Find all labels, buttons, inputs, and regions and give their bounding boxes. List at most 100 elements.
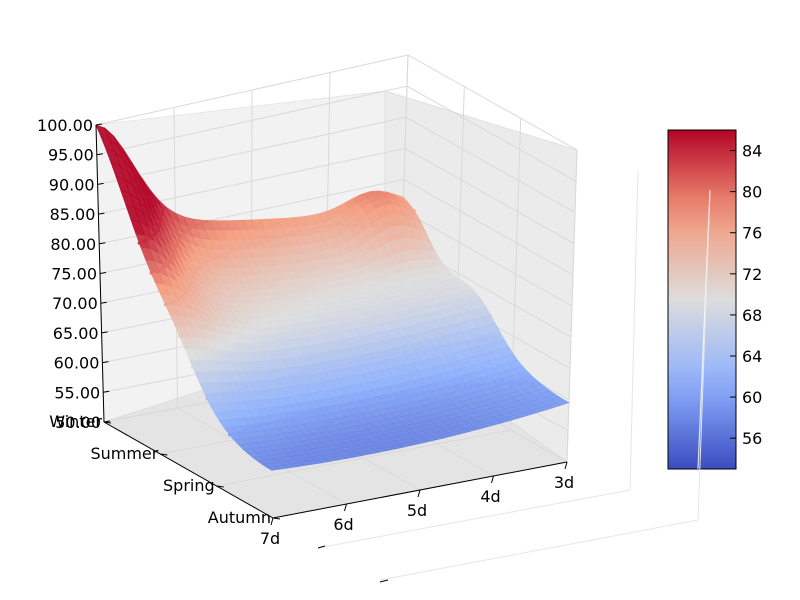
- contour-point: [462, 299, 466, 303]
- contour-point: [378, 397, 382, 401]
- contour-point: [495, 335, 499, 339]
- contour-point: [484, 337, 489, 341]
- contour-point: [355, 223, 359, 227]
- contour-point: [354, 259, 358, 263]
- contour-point: [359, 318, 363, 322]
- contour-point: [219, 393, 223, 397]
- contour-point: [319, 409, 323, 413]
- contour-point: [419, 249, 423, 253]
- contour-point: [157, 268, 162, 272]
- contour-point: [180, 233, 184, 237]
- contour-point: [161, 206, 165, 210]
- contour-point: [192, 225, 196, 229]
- surface: [95, 124, 570, 471]
- contour-point: [212, 256, 217, 260]
- contour-point: [395, 255, 399, 259]
- contour-point: [425, 389, 429, 393]
- contour-point: [369, 316, 373, 320]
- contour-point: [191, 274, 195, 279]
- contour-point: [401, 351, 405, 355]
- contour-point: [371, 357, 375, 361]
- contour-point: [359, 258, 364, 262]
- contour-point: [396, 352, 400, 356]
- contour-point: [296, 332, 301, 336]
- contour-point: [431, 388, 435, 393]
- contour-point: [327, 263, 331, 267]
- contour-point: [259, 283, 263, 287]
- contour-point: [441, 302, 445, 307]
- contour-point: [302, 371, 306, 375]
- contour-point: [208, 320, 213, 325]
- contour-point: [358, 401, 362, 405]
- contour-point: [284, 233, 288, 237]
- contour-point: [316, 328, 320, 332]
- contour-point: [246, 287, 250, 291]
- contour-point: [213, 358, 217, 362]
- contour-point: [388, 222, 392, 226]
- contour-point: [234, 248, 238, 252]
- z-tick-mark: [99, 272, 107, 274]
- y-tick-mark: [160, 453, 168, 456]
- contour-point: [230, 352, 234, 357]
- contour-point: [520, 381, 525, 385]
- contour-point: [409, 392, 413, 396]
- z-tick-mark: [99, 242, 106, 245]
- contour-point: [252, 243, 256, 247]
- contour-point: [185, 228, 189, 233]
- contour-point: [313, 267, 317, 271]
- z-tick-label: 95.00: [48, 146, 94, 165]
- contour-point: [200, 362, 204, 367]
- contour-point: [308, 268, 312, 272]
- x-tick-mark: [491, 475, 494, 484]
- colorbar-tick-label: 76: [742, 224, 762, 243]
- contour-point: [463, 384, 468, 388]
- stray-tick-1: [317, 545, 326, 549]
- contour-point: [383, 223, 387, 227]
- contour-point: [410, 252, 414, 256]
- contour-point: [411, 211, 415, 215]
- contour-point: [365, 258, 370, 262]
- contour-point: [447, 386, 451, 390]
- contour-point: [363, 400, 367, 404]
- contour-point: [311, 226, 316, 230]
- contour-point: [238, 247, 242, 251]
- contour-point: [213, 316, 218, 320]
- contour-point: [374, 315, 378, 319]
- contour-point: [278, 337, 282, 341]
- y-tick-mark: [103, 421, 112, 424]
- contour-point: [226, 354, 230, 358]
- contour-point: [254, 284, 258, 288]
- contour-point: [276, 419, 281, 423]
- tick-labels: 50.00 55.00 60.00 65.00 70.00 75.00 80.00 85.00…: [37, 116, 574, 548]
- z-tick-mark: [97, 182, 104, 185]
- contour-point: [214, 394, 218, 398]
- contour-point: [229, 250, 233, 254]
- contour-point: [263, 281, 267, 286]
- contour-point: [325, 325, 329, 330]
- contour-point: [322, 264, 326, 268]
- contour-point: [499, 382, 503, 386]
- contour-point: [189, 226, 193, 231]
- contour-point: [399, 310, 403, 314]
- contour-point: [304, 269, 308, 273]
- contour-point: [278, 377, 282, 381]
- contour-point: [220, 303, 224, 307]
- y-axis-line: [103, 421, 274, 519]
- contour-point: [328, 223, 332, 227]
- contour-point: [345, 321, 349, 325]
- colorbar-tick-label: 64: [742, 347, 762, 366]
- contour-point: [149, 235, 153, 239]
- contour-point: [283, 375, 287, 379]
- contour-point: [340, 223, 345, 227]
- contour-point: [306, 330, 310, 334]
- x-tick-label: 6d: [333, 515, 353, 534]
- contour-point: [196, 223, 200, 227]
- y-tick-label: Spring: [163, 476, 215, 495]
- contour-point: [205, 396, 209, 400]
- contour-point: [326, 366, 330, 370]
- contour-point: [473, 297, 477, 302]
- contour-point: [199, 264, 203, 268]
- contour-point: [341, 363, 345, 367]
- contour-point: [353, 223, 357, 227]
- contour-point: [250, 426, 254, 430]
